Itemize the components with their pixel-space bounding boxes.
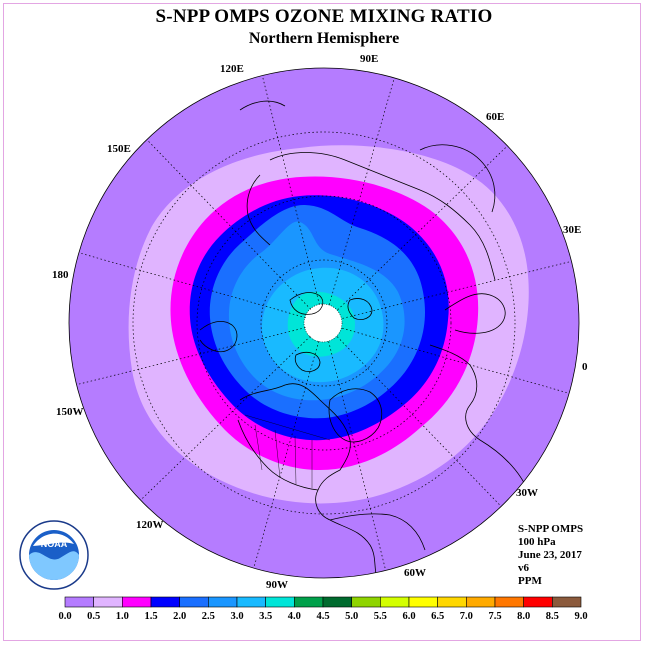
colorbar-label: 7.5 [488,611,501,622]
colorbar-label: 0.5 [87,611,100,622]
lon-label-60w: 60W [404,567,426,579]
colorbar-swatch [322,596,352,608]
lon-label-150e: 150E [107,143,131,155]
meridian-line [336,336,502,507]
colorbar-label: 2.5 [202,611,215,622]
meridian-line [146,139,312,310]
colorbar-label: 7.0 [460,611,473,622]
colorbar-label: 4.5 [316,611,329,622]
colorbar-label: 8.5 [546,611,559,622]
colorbar-swatch [380,596,410,608]
colorbar-swatch [265,596,295,608]
colorbar-swatch [552,596,582,608]
info-date: June 23, 2017 [518,549,582,561]
colorbar-label: 4.0 [288,611,301,622]
meridian-line [328,77,395,305]
colorbar-label: 6.0 [402,611,415,622]
colorbar-label: 8.0 [517,611,530,622]
lon-label-30w: 30W [516,487,538,499]
lon-label-30e: 30E [563,224,581,236]
ozone-contours [128,145,529,504]
colorbar-swatch [351,596,381,608]
lon-label-120e: 120E [220,63,244,75]
meridian-line [328,341,387,571]
meridian-line [342,260,572,319]
colorbar: 0.0 0.5 1.0 1.5 2.0 2.5 3.0 3.5 4.0 4.5 5.0 5.5 6.0 6… [58,596,588,622]
meridian-line [261,75,320,305]
colorbar-label: 9.0 [574,611,587,622]
colorbar-swatch [179,596,209,608]
meridian-line [140,335,311,501]
colorbar-swatch [523,596,553,608]
colorbar-swatch [208,596,238,608]
latitude-circles [132,131,516,515]
lon-label-60e: 60E [486,111,504,123]
colorbar-label: 5.5 [374,611,387,622]
colorbar-swatch [408,596,438,608]
info-instrument: S-NPP OMPS [518,523,584,535]
info-version: v6 [518,562,529,574]
longitude-labels: 90E 60E 30E 0 30W 60W 90W 120W 150W 180 … [52,53,588,591]
lon-label-0: 0 [582,361,588,373]
meridian-line [78,252,306,319]
lon-label-150w: 150W [56,406,84,418]
map-frame [3,3,641,641]
colorbar-swatch [64,596,94,608]
colorbar-swatch [494,596,524,608]
colorbar-swatch [437,596,467,608]
colorbar-swatch [294,596,324,608]
colorbar-label: 5.0 [345,611,358,622]
colorbar-label: 1.5 [144,611,157,622]
lon-label-90w: 90W [266,579,288,591]
info-level: 100 hPa [518,536,556,548]
colorbar-swatch [93,596,123,608]
colorbar-label: 3.5 [259,611,272,622]
noaa-logo: NOAA [19,520,89,590]
colorbar-swatch [150,596,180,608]
colorbar-label: 0.0 [58,611,71,622]
lon-label-120w: 120W [136,519,164,531]
colorbar-swatch [122,596,152,608]
map-subtitle: Northern Hemisphere [248,30,400,47]
noaa-logo-text: NOAA [41,539,68,549]
meridian-line [342,327,570,394]
info-units: PPM [518,575,542,587]
colorbar-label: 6.5 [431,611,444,622]
colorbar-label: 1.0 [116,611,129,622]
meridians [76,75,572,571]
meridian-line [253,341,320,569]
map-boundary [68,67,580,579]
colorbar-label: 2.0 [173,611,186,622]
colorbar-swatch [466,596,496,608]
colorbar-swatch [236,596,266,608]
lon-label-90e: 90E [360,53,378,65]
us-borders [244,414,331,488]
product-info: S-NPP OMPS 100 hPa June 23, 2017 v6 PPM [518,523,583,588]
meridian-line [337,145,508,311]
polar-data-gap [304,304,342,342]
map-title: S-NPP OMPS OZONE MIXING RATIO [155,6,493,27]
lon-label-180: 180 [52,269,69,281]
meridian-line [76,327,306,386]
colorbar-label: 3.0 [230,611,243,622]
